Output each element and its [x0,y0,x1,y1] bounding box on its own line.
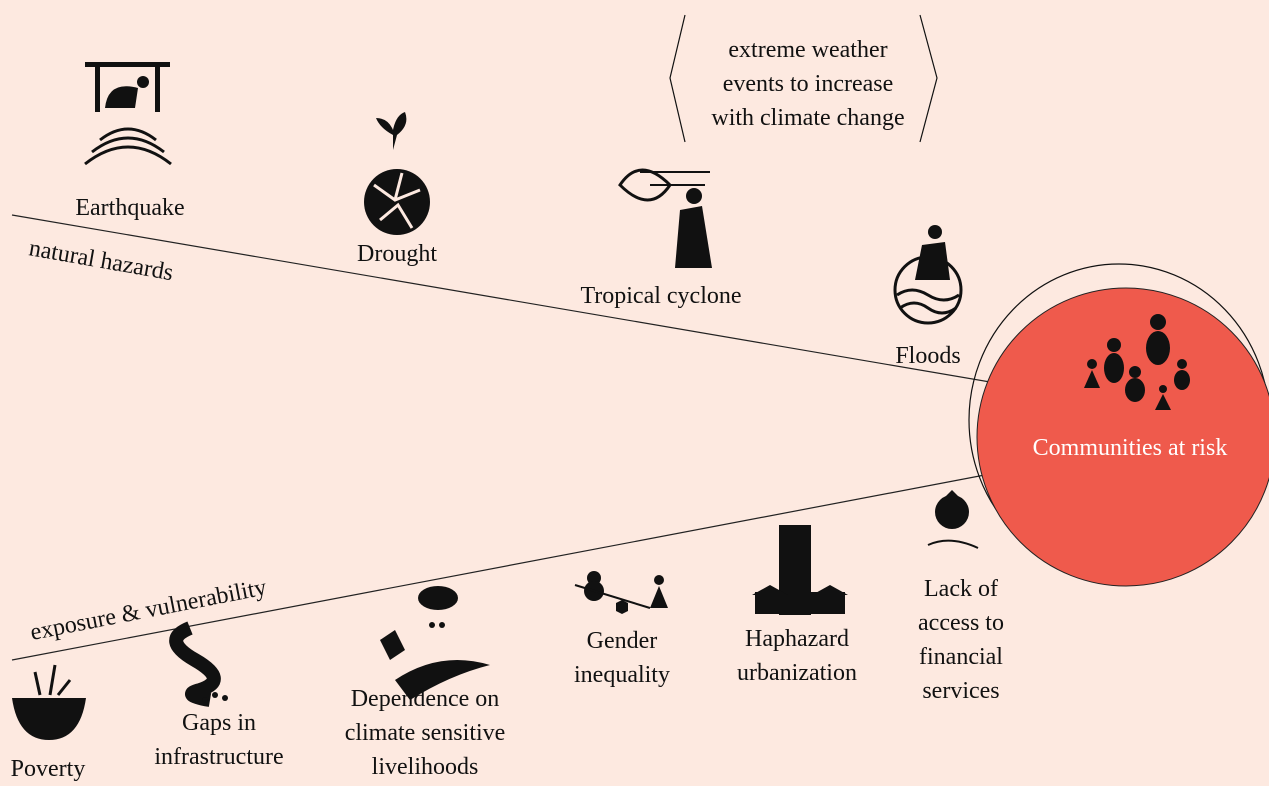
bracket-note: with climate change [711,105,904,131]
bracket-note: extreme weather [728,37,887,63]
vulnerability-label: services [922,678,999,704]
vulnerability-label: access to [918,610,1004,636]
hazard-label: Tropical cyclone [580,283,741,309]
vulnerability-label: Poverty [11,756,86,781]
diagram: extreme weather events to increase with cl… [0,0,1269,781]
vulnerability-label: Haphazard [745,626,849,652]
vulnerability-label: climate sensitive [345,720,506,746]
vulnerability-label: Lack of [924,576,998,602]
hazard-label: Earthquake [75,195,184,221]
vulnerability-label: inequality [574,662,670,688]
vulnerability-label: infrastructure [154,744,283,770]
vulnerability-label: urbanization [737,660,857,686]
hazard-label: Drought [357,241,437,267]
page: extreme weather events to increase with cl… [0,0,1269,781]
bracket-note: events to increase [723,71,894,97]
vulnerability-label: financial [919,644,1003,670]
vulnerability-label: Gaps in [182,710,256,736]
vulnerability-label: Gender [587,628,658,654]
hazard-label: Floods [895,343,960,369]
center-label: Communities at risk [1033,435,1228,461]
vulnerability-label: Dependence on [351,686,500,712]
vulnerability-label: livelihoods [372,754,479,780]
